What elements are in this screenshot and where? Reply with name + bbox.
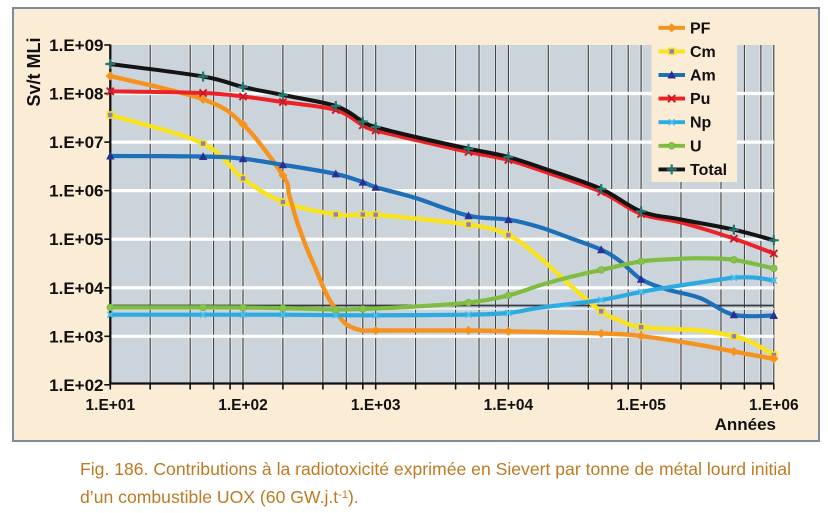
svg-text:1.E+02: 1.E+02 <box>49 376 103 395</box>
svg-text:1.E+03: 1.E+03 <box>49 327 103 346</box>
svg-text:Années: Années <box>715 415 776 434</box>
svg-text:Pu: Pu <box>690 91 710 108</box>
svg-text:1.E+09: 1.E+09 <box>49 36 103 55</box>
svg-text:1.E+07: 1.E+07 <box>49 133 103 152</box>
svg-text:U: U <box>690 138 702 155</box>
svg-text:1.E+08: 1.E+08 <box>49 85 103 104</box>
svg-text:PF: PF <box>690 20 711 37</box>
svg-text:1.E+04: 1.E+04 <box>49 279 104 298</box>
svg-text:Total: Total <box>690 162 727 179</box>
svg-text:Cm: Cm <box>690 44 716 61</box>
svg-text:d’un combustible UOX (60 GW.j.: d’un combustible UOX (60 GW.j.t-1). <box>80 487 359 507</box>
svg-text:1.E+04: 1.E+04 <box>484 397 534 414</box>
svg-text:1.E+02: 1.E+02 <box>218 397 268 414</box>
svg-text:Am: Am <box>690 68 716 85</box>
svg-text:1.E+06: 1.E+06 <box>749 397 799 414</box>
svg-text:Fig. 186. Contributions à la r: Fig. 186. Contributions à la radiotoxici… <box>80 459 791 479</box>
svg-text:1.E+01: 1.E+01 <box>86 397 136 414</box>
svg-text:1.E+05: 1.E+05 <box>49 230 103 249</box>
svg-text:Sv/t MLi: Sv/t MLi <box>24 37 44 106</box>
svg-text:1.E+05: 1.E+05 <box>616 397 666 414</box>
svg-text:1.E+06: 1.E+06 <box>49 182 103 201</box>
svg-text:Np: Np <box>690 115 712 132</box>
svg-text:1.E+03: 1.E+03 <box>351 397 401 414</box>
